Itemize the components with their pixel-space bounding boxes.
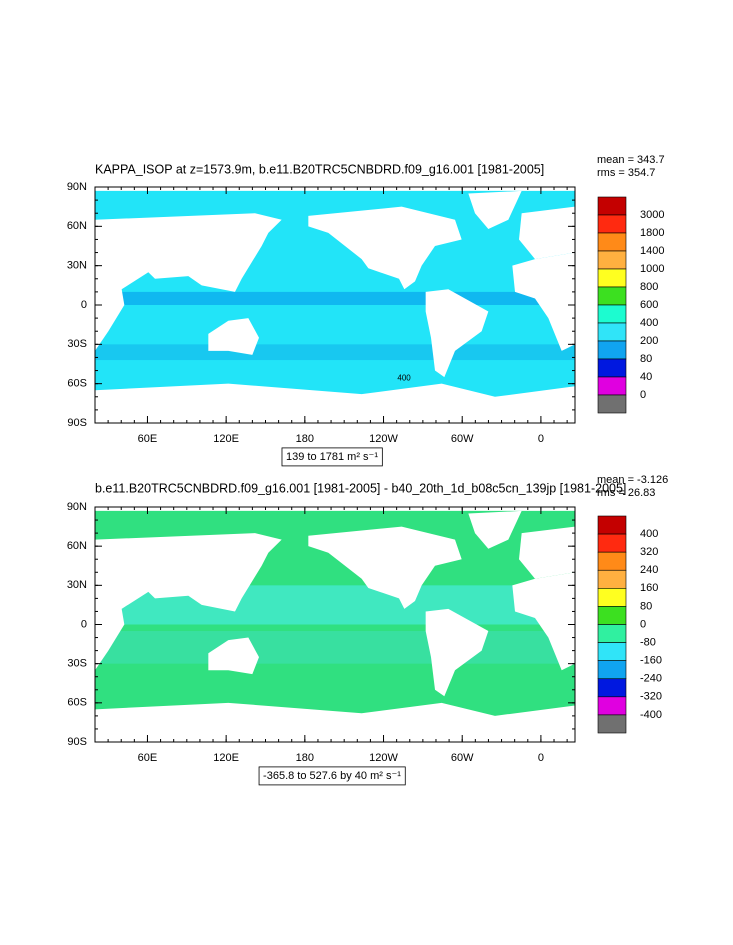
colorbar-label: -240 [640,673,662,685]
lat-label: 90S [67,417,87,429]
lat-label: 30N [67,579,87,591]
colorbar-label: 400 [640,317,658,329]
lon-label: 60W [451,752,474,764]
lat-label: 30N [67,260,87,272]
colorbar-box [597,394,627,414]
colorbar-box [597,304,627,324]
colorbar-box [597,358,627,378]
colorbar-label: 200 [640,335,658,347]
colorbar-label: 1000 [640,263,664,275]
lat-label: 60S [67,697,87,709]
colorbar-box [597,551,627,571]
lon-label: 120W [369,433,398,445]
colorbar-label: 80 [640,600,652,612]
colorbar-box [597,696,627,716]
colorbar-box [597,588,627,607]
map [95,187,575,423]
colorbar-label: 600 [640,299,658,311]
lon-label: 120E [213,433,239,445]
colorbar-box [597,714,627,734]
lat-label: 30S [67,338,87,350]
caption: 139 to 1781 m² s⁻¹ [286,451,378,463]
mean-label: mean = 343.7 [597,154,665,166]
ocean-band [95,344,575,361]
panel-title: KAPPA_ISOP at z=1573.9m, b.e11.B20TRC5CN… [95,162,544,176]
colorbar-box [597,322,627,342]
colorbar-box [597,515,627,535]
colorbar-label: 1400 [640,245,664,257]
lon-label: 120E [213,752,239,764]
lon-label: 0 [538,752,544,764]
colorbar-label: -80 [640,636,656,648]
caption: -365.8 to 527.6 by 40 m² s⁻¹ [263,770,401,782]
lon-label: 0 [538,433,544,445]
lat-label: 60N [67,220,87,232]
lon-label: 180 [296,433,314,445]
colorbar-box [597,624,627,643]
colorbar-label: 800 [640,281,658,293]
lon-label: 60E [138,433,158,445]
colorbar-label: 240 [640,564,658,576]
colorbar-label: 160 [640,582,658,594]
ocean-band [95,631,575,664]
colorbar-label: 1800 [640,227,664,239]
lon-label: 60E [138,752,158,764]
colorbar-box [597,196,627,216]
colorbar-box [597,660,627,680]
lat-label: 90N [67,501,87,513]
rms-label: rms = 354.7 [597,167,655,179]
caption-box [258,766,406,786]
caption-box [281,447,383,467]
lon-label: 60W [451,433,474,445]
colorbar-box [597,533,627,553]
lat-label: 0 [81,618,87,630]
colorbar-box [597,569,627,589]
lat-label: 90S [67,736,87,748]
colorbar-box [597,376,627,396]
lon-label: 120W [369,752,398,764]
lat-label: 30S [67,658,87,670]
map [95,507,575,742]
colorbar-label: 400 [640,528,658,540]
colorbar-label: 320 [640,546,658,558]
ocean-band [95,291,575,305]
lat-label: 60S [67,378,87,390]
colorbar-box [597,678,627,698]
colorbar-label: -400 [640,709,662,721]
colorbar-box [597,606,627,625]
rms-label: rms = 26.83 [597,487,655,499]
colorbar-label: -160 [640,655,662,667]
colorbar-label: 80 [640,353,652,365]
contour-label: 400 [397,373,411,382]
lat-label: 0 [81,299,87,311]
colorbar-box [597,286,627,306]
panel-title: b.e11.B20TRC5CNBDRD.f09_g16.001 [1981-20… [95,481,626,495]
colorbar-box [597,214,627,234]
colorbar-box [597,268,627,288]
colorbar-label: 3000 [640,209,664,221]
colorbar-box [597,232,627,252]
lat-label: 90N [67,181,87,193]
colorbar-box [597,250,627,270]
mean-label: mean = -3.126 [597,474,668,486]
colorbar-label: 0 [640,389,646,401]
colorbar-label: 0 [640,618,646,630]
lat-label: 60N [67,540,87,552]
colorbar-box [597,340,627,360]
colorbar-box [597,642,627,661]
colorbar-label: 40 [640,371,652,383]
lon-label: 180 [296,752,314,764]
colorbar-label: -320 [640,691,662,703]
